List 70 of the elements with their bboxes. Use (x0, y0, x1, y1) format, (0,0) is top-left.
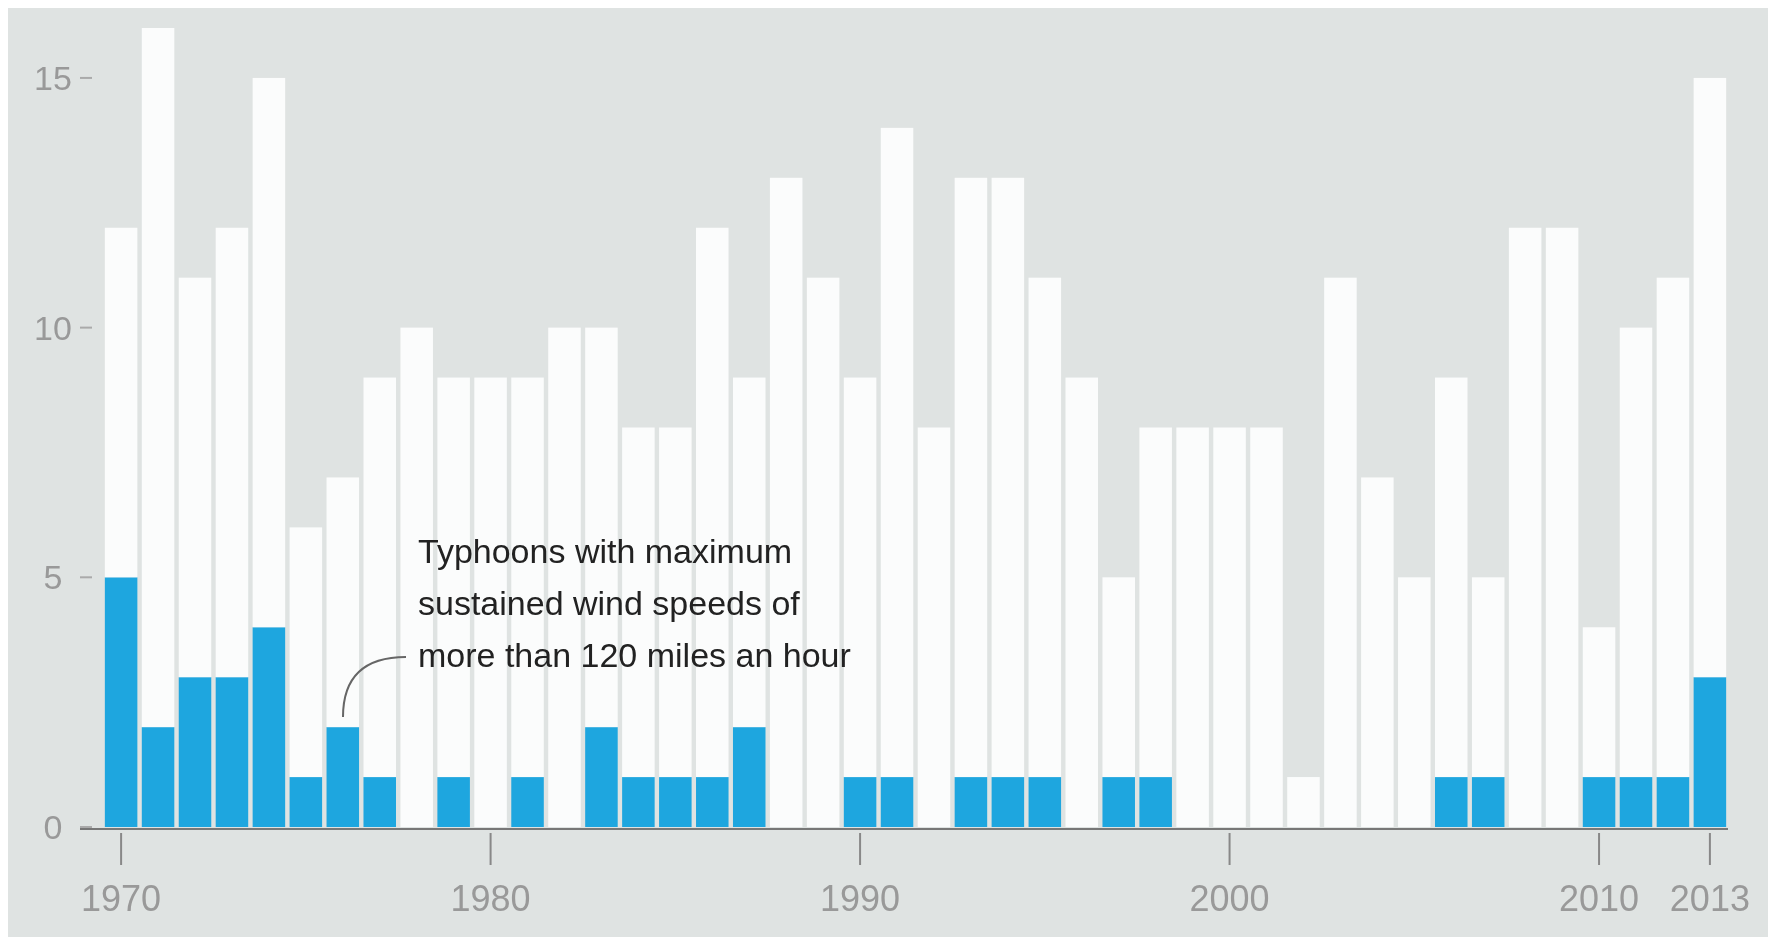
x-tick-label: 2010 (1559, 878, 1640, 919)
bar (326, 477, 360, 728)
bar (991, 777, 1025, 827)
bar (1619, 777, 1653, 827)
bar (954, 777, 988, 827)
bar (252, 627, 286, 827)
bar (1545, 227, 1579, 827)
bar (1435, 777, 1468, 827)
y-tick-label: 10 (34, 308, 72, 347)
x-tick-label: 1970 (81, 878, 162, 919)
x-tick-label: 2013 (1669, 878, 1750, 919)
y-tick-label: 15 (34, 58, 72, 97)
bar (1508, 227, 1542, 827)
bar (141, 28, 175, 728)
bar (659, 777, 692, 827)
bar (1582, 777, 1616, 827)
bar (1582, 627, 1616, 778)
bar (843, 777, 877, 827)
bar (954, 177, 988, 778)
bar (1287, 777, 1320, 827)
x-tick-label: 2000 (1189, 878, 1270, 919)
bar (991, 177, 1025, 778)
bar (1213, 427, 1246, 827)
bar (585, 727, 618, 827)
bar (104, 577, 138, 827)
bar (1398, 577, 1431, 827)
bar (1139, 427, 1172, 778)
bar (917, 427, 951, 827)
bar (696, 777, 729, 827)
bar (363, 377, 396, 778)
bar (1435, 377, 1468, 778)
bar (1324, 277, 1357, 827)
bar (1471, 577, 1505, 778)
bar (732, 727, 766, 827)
bar (1656, 777, 1690, 827)
bar (326, 727, 360, 827)
bar (215, 227, 249, 678)
bar (252, 77, 286, 628)
annotation: Typhoons with maximum sustained wind speeds of more than 120 miles an hour (418, 532, 851, 674)
bar (178, 277, 212, 678)
bar (1028, 777, 1062, 827)
bar (1102, 577, 1135, 778)
bar (215, 677, 249, 827)
y-tick-label: 0 (43, 808, 63, 846)
bar (289, 527, 323, 778)
bar (1693, 677, 1727, 827)
bar (289, 777, 323, 827)
bar (1176, 427, 1209, 827)
bar (437, 777, 470, 827)
bar (1656, 277, 1690, 778)
bar (511, 777, 544, 827)
bar (1139, 777, 1172, 827)
bar (1471, 777, 1505, 827)
bar (622, 777, 655, 827)
x-tick-label: 1990 (820, 878, 901, 919)
y-tick-label: 5 (43, 558, 63, 597)
bar (880, 127, 914, 778)
bar (880, 777, 914, 827)
bar (363, 777, 396, 827)
bar (104, 227, 138, 578)
bar (1102, 777, 1135, 827)
bar (1028, 277, 1062, 778)
bar (178, 677, 212, 827)
bar (1250, 427, 1283, 827)
bar (1693, 77, 1727, 678)
x-tick-label: 1980 (450, 878, 531, 919)
bar (1619, 327, 1653, 778)
bar (1361, 477, 1394, 827)
bar (1065, 377, 1099, 827)
bar (141, 727, 175, 827)
